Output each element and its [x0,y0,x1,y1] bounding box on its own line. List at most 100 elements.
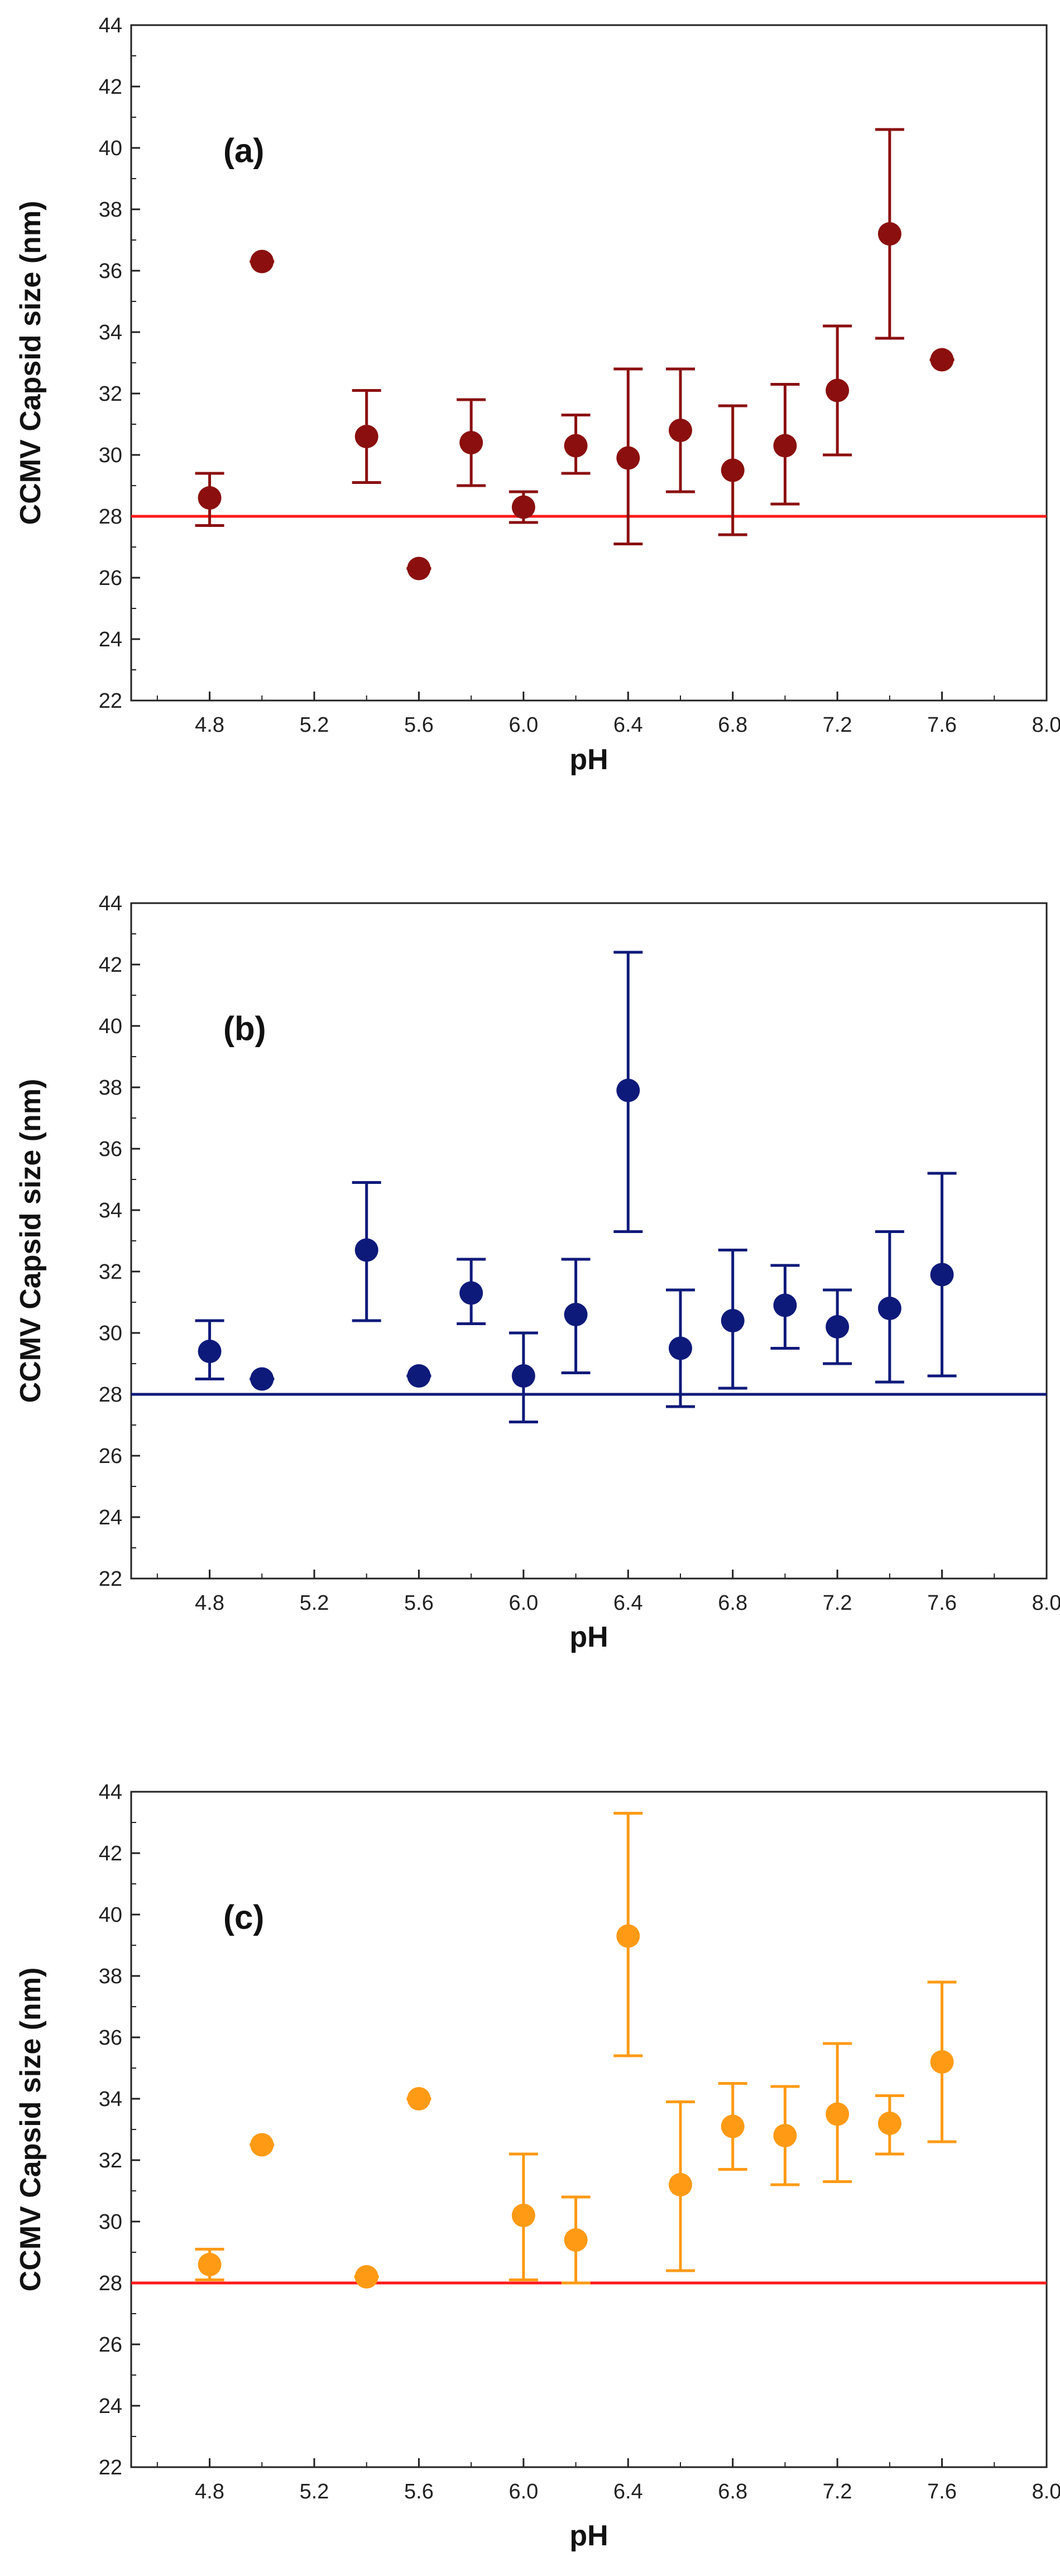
y-tick-label: 42 [99,75,122,99]
x-tick-label: 6.4 [613,1591,643,1615]
data-point [773,434,797,458]
data-point [354,2265,378,2289]
x-tick-label: 6.8 [718,2480,747,2503]
plot-frame [130,902,1048,1580]
chart-panel-b: 22 24 26 28 30 32 34 36 38 40 42 44 4.8 5.2 5.6 6.0 6.4 6… [15,892,1060,1653]
x-tick-label: 6.4 [613,2480,643,2503]
x-axis-title: pH [569,743,608,776]
y-axis-title: CCMV Capsid size (nm) [15,1968,47,2292]
y-tick-label: 38 [99,198,122,222]
y-tick-label: 34 [99,2088,122,2111]
y-tick-label: 30 [99,1322,122,1345]
x-axis-title: pH [569,2520,608,2552]
y-tick-label: 36 [99,2026,122,2050]
x-tick-label: 8.0 [1032,713,1060,737]
y-tick-label: 24 [99,2395,122,2418]
data-point [721,458,745,482]
panel-label: (a) [223,132,264,170]
plot-frame [130,1791,1048,2468]
x-tick-label: 4.8 [195,2480,224,2503]
y-axis-title: CCMV Capsid size (nm) [15,201,47,525]
chart-panel-c: 22 24 26 28 30 32 34 36 38 40 42 44 4.8 5.2 5.6 6.0 6.4 6… [15,1781,1060,2552]
x-tick-label: 6.4 [613,713,643,737]
x-tick-label: 5.6 [404,2480,434,2503]
data-point [616,446,640,470]
y-tick-label: 22 [99,1567,122,1591]
x-tick-label: 7.2 [823,2480,852,2503]
data-point [877,1297,901,1320]
y-tick-label: 36 [99,1138,122,1161]
data-point [511,2204,535,2227]
data-point [250,250,274,274]
data-point [826,378,850,402]
x-tick-label: 7.2 [823,713,852,737]
data-point [669,2173,692,2196]
data-point [564,434,588,458]
x-tick-label: 6.8 [718,1591,747,1615]
y-tick-label: 36 [99,260,122,283]
x-tick-label: 5.6 [404,1591,434,1615]
y-tick-label: 42 [99,1842,122,1865]
data-point [616,1078,640,1102]
data-point [407,557,431,581]
data-point [198,486,222,510]
y-tick-label: 28 [99,1383,122,1407]
data-point [459,431,483,454]
data-point [930,348,954,372]
panel-label: (b) [223,1010,266,1048]
data-point [669,419,692,442]
data-point [930,2050,954,2074]
y-axis-title: CCMV Capsid size (nm) [15,1079,47,1403]
data-point [459,1281,483,1305]
data-point [930,1263,954,1287]
x-tick-label: 7.6 [927,2480,957,2503]
y-tick-label: 40 [99,137,122,160]
x-tick-label: 5.2 [300,2480,329,2503]
data-point [511,1364,535,1388]
data-point [511,495,535,519]
data-point [354,1238,378,1262]
x-tick-label: 6.0 [509,1591,538,1615]
x-tick-label: 8.0 [1032,2480,1060,2503]
y-tick-label: 26 [99,567,122,590]
panel-label: (c) [223,1899,264,1936]
x-tick-label: 5.2 [300,1591,329,1615]
x-tick-label: 4.8 [195,713,224,737]
x-tick-label: 5.6 [404,713,434,737]
y-tick-label: 40 [99,1015,122,1038]
data-point [773,1293,797,1317]
y-tick-label: 26 [99,1445,122,1468]
data-point [354,425,378,448]
y-tick-label: 22 [99,2456,122,2479]
data-point [250,1367,274,1391]
plot-frame [130,24,1048,702]
chart-panel-a: 22 24 26 28 30 32 34 36 38 40 42 44 4.8 5.2 5.6 6.0 6.4 6… [15,14,1060,776]
y-tick-label: 30 [99,444,122,467]
data-point [250,2133,274,2157]
y-tick-label: 24 [99,628,122,651]
y-tick-label: 40 [99,1903,122,1927]
data-point [669,1336,692,1360]
x-tick-label: 5.2 [300,713,329,737]
data-point [826,1315,850,1339]
y-tick-label: 22 [99,689,122,713]
x-tick-label: 7.6 [927,713,957,737]
y-tick-label: 32 [99,382,122,406]
data-point [407,2087,431,2110]
data-point [616,1924,640,1948]
y-tick-label: 38 [99,1965,122,1988]
data-point [198,1340,222,1363]
y-tick-label: 24 [99,1506,122,1529]
data-point [721,2114,745,2138]
y-tick-label: 32 [99,1260,122,1284]
y-tick-label: 28 [99,505,122,529]
y-tick-label: 44 [99,1781,122,1804]
y-tick-label: 38 [99,1076,122,1100]
x-tick-label: 4.8 [195,1591,224,1615]
data-point [826,2102,850,2126]
x-axis-title: pH [569,1621,608,1653]
y-tick-label: 30 [99,2210,122,2234]
x-tick-label: 6.8 [718,713,747,737]
x-tick-label: 6.0 [509,713,538,737]
